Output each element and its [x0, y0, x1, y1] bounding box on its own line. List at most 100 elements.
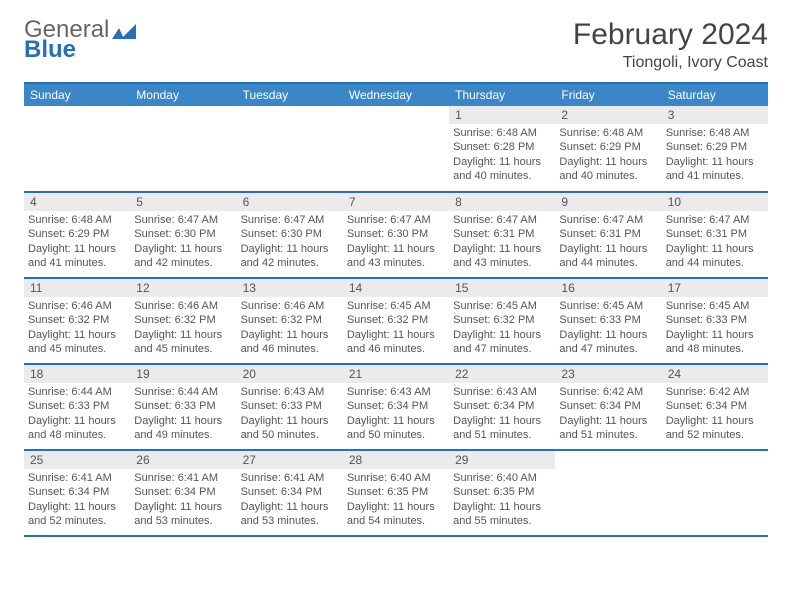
daylight-line: Daylight: 11 hours and 46 minutes. — [347, 328, 445, 357]
daylight-line: Daylight: 11 hours and 42 minutes. — [134, 242, 232, 271]
sunset-line: Sunset: 6:32 PM — [241, 313, 339, 327]
sunset-line: Sunset: 6:35 PM — [453, 485, 551, 499]
sunset-line: Sunset: 6:32 PM — [347, 313, 445, 327]
calendar-row: 4Sunrise: 6:48 AMSunset: 6:29 PMDaylight… — [24, 192, 768, 278]
day-number: 27 — [237, 451, 343, 469]
calendar-cell: 20Sunrise: 6:43 AMSunset: 6:33 PMDayligh… — [237, 364, 343, 450]
weekday-header: Tuesday — [237, 84, 343, 106]
logo: General Blue — [24, 18, 136, 62]
daylight-line: Daylight: 11 hours and 41 minutes. — [28, 242, 126, 271]
day-number: 9 — [555, 193, 661, 211]
calendar-cell: 5Sunrise: 6:47 AMSunset: 6:30 PMDaylight… — [130, 192, 236, 278]
calendar-cell — [237, 106, 343, 192]
daylight-line: Daylight: 11 hours and 48 minutes. — [666, 328, 764, 357]
sunrise-line: Sunrise: 6:48 AM — [453, 126, 551, 140]
weekday-header: Sunday — [24, 84, 130, 106]
day-details: Sunrise: 6:43 AMSunset: 6:34 PMDaylight:… — [449, 383, 555, 444]
calendar-cell: 14Sunrise: 6:45 AMSunset: 6:32 PMDayligh… — [343, 278, 449, 364]
calendar-table: SundayMondayTuesdayWednesdayThursdayFrid… — [24, 84, 768, 537]
calendar-cell: 28Sunrise: 6:40 AMSunset: 6:35 PMDayligh… — [343, 450, 449, 536]
sunrise-line: Sunrise: 6:47 AM — [559, 213, 657, 227]
daylight-line: Daylight: 11 hours and 50 minutes. — [347, 414, 445, 443]
day-details: Sunrise: 6:45 AMSunset: 6:32 PMDaylight:… — [449, 297, 555, 358]
sunrise-line: Sunrise: 6:42 AM — [559, 385, 657, 399]
day-details: Sunrise: 6:46 AMSunset: 6:32 PMDaylight:… — [130, 297, 236, 358]
sunrise-line: Sunrise: 6:45 AM — [666, 299, 764, 313]
daylight-line: Daylight: 11 hours and 48 minutes. — [28, 414, 126, 443]
logo-mark-icon — [112, 23, 136, 39]
calendar-cell: 21Sunrise: 6:43 AMSunset: 6:34 PMDayligh… — [343, 364, 449, 450]
day-number: 7 — [343, 193, 449, 211]
day-number: 11 — [24, 279, 130, 297]
weekday-header: Wednesday — [343, 84, 449, 106]
day-details: Sunrise: 6:45 AMSunset: 6:32 PMDaylight:… — [343, 297, 449, 358]
sunrise-line: Sunrise: 6:41 AM — [28, 471, 126, 485]
day-number: 8 — [449, 193, 555, 211]
sunset-line: Sunset: 6:34 PM — [28, 485, 126, 499]
calendar-cell: 26Sunrise: 6:41 AMSunset: 6:34 PMDayligh… — [130, 450, 236, 536]
day-number: 15 — [449, 279, 555, 297]
sunrise-line: Sunrise: 6:48 AM — [666, 126, 764, 140]
page-title: February 2024 — [573, 18, 768, 52]
calendar-cell: 6Sunrise: 6:47 AMSunset: 6:30 PMDaylight… — [237, 192, 343, 278]
day-details: Sunrise: 6:41 AMSunset: 6:34 PMDaylight:… — [130, 469, 236, 530]
calendar-cell: 7Sunrise: 6:47 AMSunset: 6:30 PMDaylight… — [343, 192, 449, 278]
calendar-cell: 24Sunrise: 6:42 AMSunset: 6:34 PMDayligh… — [662, 364, 768, 450]
daylight-line: Daylight: 11 hours and 47 minutes. — [559, 328, 657, 357]
sunrise-line: Sunrise: 6:42 AM — [666, 385, 764, 399]
sunset-line: Sunset: 6:30 PM — [347, 227, 445, 241]
day-details: Sunrise: 6:47 AMSunset: 6:31 PMDaylight:… — [555, 211, 661, 272]
calendar-row: 1Sunrise: 6:48 AMSunset: 6:28 PMDaylight… — [24, 106, 768, 192]
day-number: 6 — [237, 193, 343, 211]
sunset-line: Sunset: 6:31 PM — [559, 227, 657, 241]
sunset-line: Sunset: 6:29 PM — [666, 140, 764, 154]
calendar-cell: 2Sunrise: 6:48 AMSunset: 6:29 PMDaylight… — [555, 106, 661, 192]
sunrise-line: Sunrise: 6:40 AM — [453, 471, 551, 485]
day-number: 29 — [449, 451, 555, 469]
calendar-cell: 10Sunrise: 6:47 AMSunset: 6:31 PMDayligh… — [662, 192, 768, 278]
sunrise-line: Sunrise: 6:47 AM — [241, 213, 339, 227]
day-details: Sunrise: 6:40 AMSunset: 6:35 PMDaylight:… — [449, 469, 555, 530]
sunrise-line: Sunrise: 6:43 AM — [241, 385, 339, 399]
sunset-line: Sunset: 6:30 PM — [134, 227, 232, 241]
day-number: 28 — [343, 451, 449, 469]
day-number: 3 — [662, 106, 768, 124]
calendar-row: 11Sunrise: 6:46 AMSunset: 6:32 PMDayligh… — [24, 278, 768, 364]
sunrise-line: Sunrise: 6:41 AM — [134, 471, 232, 485]
sunrise-line: Sunrise: 6:47 AM — [666, 213, 764, 227]
sunset-line: Sunset: 6:33 PM — [666, 313, 764, 327]
calendar-cell: 1Sunrise: 6:48 AMSunset: 6:28 PMDaylight… — [449, 106, 555, 192]
calendar-cell: 12Sunrise: 6:46 AMSunset: 6:32 PMDayligh… — [130, 278, 236, 364]
sunset-line: Sunset: 6:32 PM — [134, 313, 232, 327]
location-label: Tiongoli, Ivory Coast — [573, 54, 768, 72]
daylight-line: Daylight: 11 hours and 54 minutes. — [347, 500, 445, 529]
day-details: Sunrise: 6:44 AMSunset: 6:33 PMDaylight:… — [130, 383, 236, 444]
calendar-cell: 25Sunrise: 6:41 AMSunset: 6:34 PMDayligh… — [24, 450, 130, 536]
daylight-line: Daylight: 11 hours and 50 minutes. — [241, 414, 339, 443]
calendar-cell: 3Sunrise: 6:48 AMSunset: 6:29 PMDaylight… — [662, 106, 768, 192]
day-number: 18 — [24, 365, 130, 383]
day-details: Sunrise: 6:48 AMSunset: 6:29 PMDaylight:… — [662, 124, 768, 185]
daylight-line: Daylight: 11 hours and 44 minutes. — [666, 242, 764, 271]
calendar-cell: 15Sunrise: 6:45 AMSunset: 6:32 PMDayligh… — [449, 278, 555, 364]
calendar-cell: 22Sunrise: 6:43 AMSunset: 6:34 PMDayligh… — [449, 364, 555, 450]
calendar-cell — [662, 450, 768, 536]
day-details: Sunrise: 6:48 AMSunset: 6:28 PMDaylight:… — [449, 124, 555, 185]
daylight-line: Daylight: 11 hours and 51 minutes. — [559, 414, 657, 443]
daylight-line: Daylight: 11 hours and 52 minutes. — [666, 414, 764, 443]
day-details: Sunrise: 6:45 AMSunset: 6:33 PMDaylight:… — [662, 297, 768, 358]
day-number: 22 — [449, 365, 555, 383]
day-number: 14 — [343, 279, 449, 297]
sunrise-line: Sunrise: 6:43 AM — [453, 385, 551, 399]
day-number: 17 — [662, 279, 768, 297]
day-details: Sunrise: 6:42 AMSunset: 6:34 PMDaylight:… — [662, 383, 768, 444]
day-number: 23 — [555, 365, 661, 383]
day-details: Sunrise: 6:47 AMSunset: 6:30 PMDaylight:… — [343, 211, 449, 272]
daylight-line: Daylight: 11 hours and 45 minutes. — [134, 328, 232, 357]
sunset-line: Sunset: 6:33 PM — [241, 399, 339, 413]
day-details: Sunrise: 6:47 AMSunset: 6:30 PMDaylight:… — [130, 211, 236, 272]
day-details: Sunrise: 6:41 AMSunset: 6:34 PMDaylight:… — [24, 469, 130, 530]
day-number: 21 — [343, 365, 449, 383]
calendar-cell: 8Sunrise: 6:47 AMSunset: 6:31 PMDaylight… — [449, 192, 555, 278]
day-details: Sunrise: 6:46 AMSunset: 6:32 PMDaylight:… — [24, 297, 130, 358]
